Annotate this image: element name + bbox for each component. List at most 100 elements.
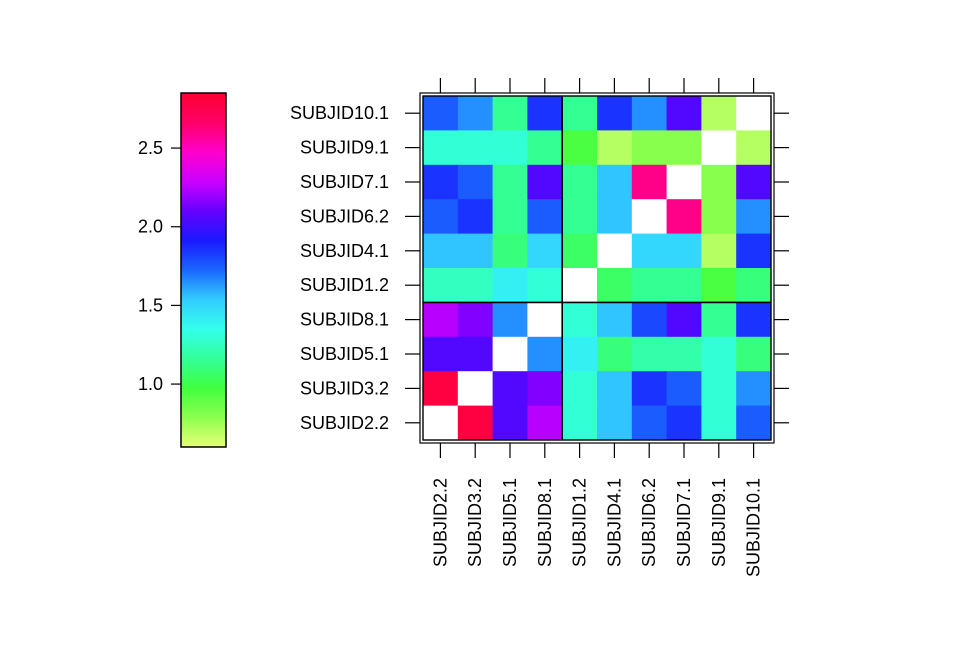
heatmap-cell — [562, 302, 598, 338]
heatmap-cell — [527, 130, 563, 166]
heatmap-cell — [423, 164, 459, 200]
heatmap-cell — [562, 233, 598, 269]
heatmap-cell — [736, 268, 772, 303]
heatmap-cell — [631, 336, 667, 372]
heatmap-cell — [597, 199, 633, 234]
heatmap-cell — [701, 268, 737, 303]
heatmap-cell — [666, 130, 702, 166]
y-tick-label: SUBJID5.1 — [300, 344, 389, 364]
heatmap-cell — [597, 164, 633, 200]
y-tick-label: SUBJID2.2 — [300, 413, 389, 433]
heatmap-cell — [597, 302, 633, 338]
legend-tick-label: 2.5 — [138, 138, 163, 158]
heatmap-cell — [631, 302, 667, 338]
heatmap-cell — [666, 268, 702, 303]
y-tick-labels: SUBJID10.1 SUBJID9.1 SUBJID7.1 SUBJID6.2 SUB… — [290, 103, 389, 433]
heatmap-cell — [457, 405, 493, 441]
heatmap-cell — [631, 371, 667, 406]
x-tick-label: SUBJID3.2 — [465, 478, 485, 567]
heatmap-cell — [562, 371, 598, 406]
heatmap-cell — [562, 130, 598, 166]
heatmap-cell — [457, 130, 493, 166]
heatmap-cell — [701, 164, 737, 200]
heatmap-cell — [492, 268, 528, 303]
heatmap-cell — [666, 164, 702, 200]
y-tick-label: SUBJID1.2 — [300, 275, 389, 295]
heatmap-cell — [597, 130, 633, 166]
heatmap-cell — [423, 336, 459, 372]
heatmap-cells — [423, 96, 772, 441]
heatmap-cell — [597, 371, 633, 406]
heatmap-cell — [701, 199, 737, 234]
heatmap-cell — [736, 233, 772, 269]
heatmap-cell — [631, 96, 667, 131]
heatmap-cell — [701, 130, 737, 166]
heatmap-cell — [736, 302, 772, 338]
heatmap-cell — [423, 268, 459, 303]
x-tick-label: SUBJID7.1 — [674, 478, 694, 567]
heatmap-cell — [527, 371, 563, 406]
color-legend-bar — [180, 92, 227, 448]
heatmap-cell — [736, 199, 772, 234]
y-tick-label: SUBJID7.1 — [300, 172, 389, 192]
heatmap-cell — [492, 302, 528, 338]
heatmap-cell — [701, 405, 737, 441]
heatmap-cell — [666, 96, 702, 131]
color-legend: 1.0 1.5 2.0 2.5 — [138, 92, 227, 448]
heatmap-cell — [736, 405, 772, 441]
heatmap-cell — [631, 130, 667, 166]
heatmap-cell — [562, 336, 598, 372]
heatmap-cell — [457, 164, 493, 200]
heatmap-cell — [423, 233, 459, 269]
heatmap-cell — [527, 405, 563, 441]
heatmap-cell — [492, 96, 528, 131]
heatmap-cell — [562, 96, 598, 131]
heatmap-cell — [562, 164, 598, 200]
heatmap-cell — [597, 336, 633, 372]
outer-frame — [419, 92, 775, 444]
x-tick-label: SUBJID1.2 — [570, 478, 590, 567]
y-tick-label: SUBJID3.2 — [300, 378, 389, 398]
y-tick-label: SUBJID8.1 — [300, 310, 389, 330]
heatmap-cell — [701, 336, 737, 372]
heatmap-cell — [666, 336, 702, 372]
heatmap-cell — [736, 371, 772, 406]
heatmap-cell — [457, 199, 493, 234]
heatmap-cell — [527, 199, 563, 234]
heatmap-cell — [492, 130, 528, 166]
heatmap-cell — [631, 233, 667, 269]
heatmap-cell — [701, 96, 737, 131]
x-tick-label: SUBJID9.1 — [709, 478, 729, 567]
x-tick-label: SUBJID4.1 — [604, 478, 624, 567]
heatmap-cell — [562, 199, 598, 234]
heatmap-cell — [631, 268, 667, 303]
x-tick-label: SUBJID2.2 — [430, 478, 450, 567]
heatmap-cell — [423, 371, 459, 406]
heatmap-cell — [701, 371, 737, 406]
heatmap-cell — [527, 268, 563, 303]
inner-frame — [422, 95, 772, 441]
heatmap-cell — [701, 233, 737, 269]
y-tick-label: SUBJID4.1 — [300, 241, 389, 261]
heatmap-cell — [597, 96, 633, 131]
heatmap-cell — [492, 371, 528, 406]
heatmap-cell — [423, 96, 459, 131]
y-tick-label: SUBJID10.1 — [290, 103, 389, 123]
heatmap-cell — [457, 302, 493, 338]
heatmap-cell — [666, 233, 702, 269]
heatmap-cell — [492, 164, 528, 200]
heatmap-cell — [666, 371, 702, 406]
heatmap-cell — [457, 233, 493, 269]
heatmap-cell — [492, 405, 528, 441]
x-tick-label: SUBJID10.1 — [744, 478, 764, 577]
heatmap-cell — [492, 233, 528, 269]
legend-tick-label: 2.0 — [138, 217, 163, 237]
heatmap-cell — [562, 405, 598, 441]
heatmap-cell — [457, 96, 493, 131]
legend-tick-label: 1.0 — [138, 374, 163, 394]
heatmap-cell — [597, 268, 633, 303]
heatmap-cell — [666, 302, 702, 338]
heatmap-cell — [597, 405, 633, 441]
heatmap-cell — [666, 199, 702, 234]
